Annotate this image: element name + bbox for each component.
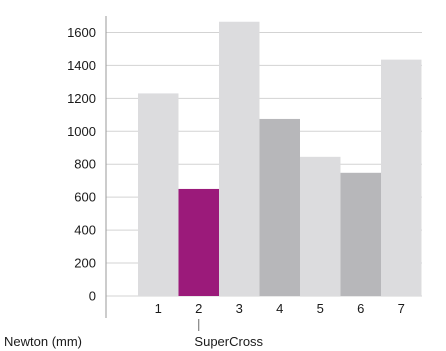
bars [138,21,422,296]
x-tick-label-3: 3 [236,301,243,316]
y-tick-label: 800 [74,157,96,172]
bar-3 [219,21,260,296]
x-tick-label-4: 4 [276,301,283,316]
y-tick-label: 400 [74,223,96,238]
bar-6 [340,172,381,296]
y-tick-label: 0 [89,289,96,304]
y-tick-label: 200 [74,256,96,271]
bar-4 [259,118,300,296]
y-tick-label: 1000 [67,124,96,139]
x-tick-label-2: 2 [195,301,202,316]
y-tick-label: 1200 [67,91,96,106]
y-tick-labels: 0 200 400 600 800 1000 1200 1400 1600 [67,25,96,304]
x-tick-label-1: 1 [155,301,162,316]
highlight-label: SuperCross [194,334,263,349]
x-tick-label-5: 5 [317,301,324,316]
x-tick-labels: 1 2 3 4 5 6 7 [155,301,405,316]
y-tick-label: 1600 [67,25,96,40]
x-tick-label-7: 7 [398,301,405,316]
y-tick-label: 1400 [67,58,96,73]
bar-1 [138,93,179,296]
y-tick-label: 600 [74,190,96,205]
bar-2 [178,188,219,296]
x-axis-label: Newton (mm) [4,334,82,349]
x-tick-label-6: 6 [357,301,364,316]
bar-7 [381,59,422,296]
bar-5 [300,156,341,296]
